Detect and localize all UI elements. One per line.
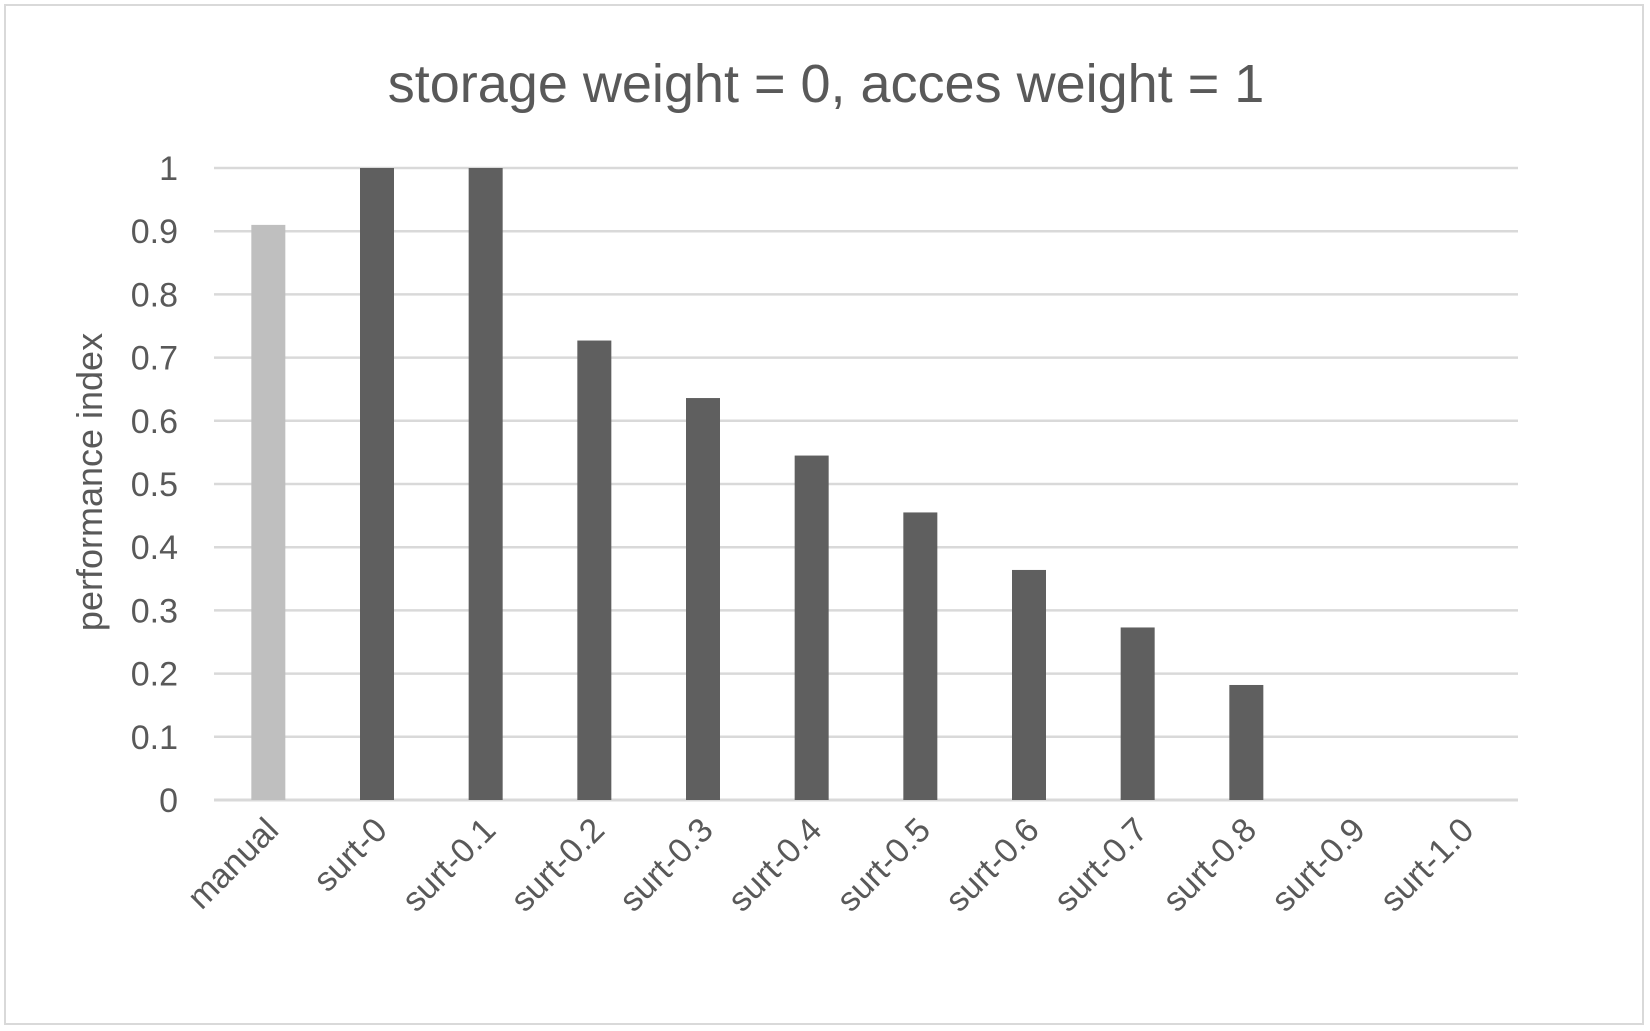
y-tick-label: 0.7 <box>131 340 178 378</box>
y-axis-ticks: 0 0.1 0.2 0.3 0.4 0.5 0.6 0.7 0.8 0.9 1 <box>131 150 178 820</box>
bar-surt-0.5 <box>903 512 938 800</box>
chart-title: storage weight = 0, acces weight = 1 <box>388 54 1265 114</box>
x-tick-label: surt-0.2 <box>504 811 612 919</box>
y-tick-label: 0 <box>159 782 178 820</box>
x-tick-label: surt-0.7 <box>1047 811 1155 919</box>
y-axis-label: performance index <box>69 333 110 631</box>
bar-surt-0.1 <box>468 168 503 800</box>
bar-surt-0.2 <box>577 340 612 800</box>
x-tick-label: surt-0.4 <box>721 811 829 919</box>
x-tick-label: surt-0.1 <box>395 811 503 919</box>
bar-surt-0.6 <box>1012 569 1046 800</box>
x-tick-label: surt-0.5 <box>830 811 938 919</box>
bar-surt-0.3 <box>686 398 720 800</box>
x-axis-ticks: manual surt-0 surt-0.1 surt-0.2 surt-0.3 surt… <box>180 811 1481 919</box>
x-tick-label: surt-0.3 <box>612 811 720 919</box>
x-tick-label: surt-0.6 <box>938 811 1046 919</box>
gridlines <box>214 166 1518 802</box>
x-tick-label: surt-0 <box>306 811 394 899</box>
y-tick-label: 0.5 <box>131 466 178 504</box>
bar-surt-0.7 <box>1120 627 1155 800</box>
y-tick-label: 0.8 <box>131 276 178 314</box>
bar-surt-0.8 <box>1229 684 1264 800</box>
bars <box>251 168 1264 800</box>
y-tick-label: 0.9 <box>131 213 178 251</box>
x-tick-label: surt-1.0 <box>1373 811 1481 919</box>
y-tick-label: 1 <box>159 150 178 188</box>
bar-manual <box>251 224 286 800</box>
y-tick-label: 0.1 <box>131 719 178 757</box>
chart-frame: storage weight = 0, acces weight = 1 per… <box>4 4 1644 1025</box>
x-tick-label: manual <box>180 811 286 917</box>
x-tick-label: surt-0.9 <box>1264 811 1372 919</box>
y-tick-label: 0.4 <box>131 529 178 567</box>
y-tick-label: 0.3 <box>131 592 178 630</box>
bar-chart: storage weight = 0, acces weight = 1 per… <box>69 54 1518 919</box>
y-tick-label: 0.2 <box>131 656 178 694</box>
y-tick-label: 0.6 <box>131 403 178 441</box>
bar-surt-0 <box>360 168 394 800</box>
x-tick-label: surt-0.8 <box>1156 811 1264 919</box>
bar-surt-0.4 <box>794 455 829 800</box>
